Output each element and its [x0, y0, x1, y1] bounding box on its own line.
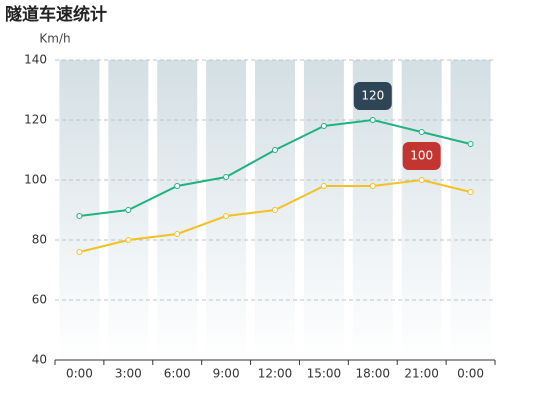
y-tick-label: 60	[32, 293, 47, 307]
data-point	[272, 207, 278, 213]
data-point	[223, 174, 230, 180]
y-tick-label: 140	[24, 53, 47, 67]
data-point	[320, 123, 327, 129]
data-point	[369, 117, 376, 123]
y-tick-label: 120	[24, 113, 47, 127]
x-tick-label: 21:00	[404, 367, 439, 381]
data-point	[467, 189, 474, 195]
y-axis-label: Km/h	[39, 32, 70, 46]
data-point	[418, 129, 425, 135]
data-point	[223, 213, 230, 219]
column-background	[206, 60, 247, 360]
data-point	[418, 177, 425, 183]
data-point	[174, 231, 181, 237]
mark-point-bubble	[402, 142, 441, 170]
data-point	[125, 237, 132, 243]
data-point	[467, 141, 474, 147]
y-tick-label: 40	[32, 353, 47, 367]
column-background	[157, 60, 198, 360]
x-tick-label: 12:00	[258, 367, 293, 381]
data-point	[369, 183, 376, 189]
x-tick-label: 0:00	[457, 367, 484, 381]
x-tick-label: 18:00	[355, 367, 390, 381]
chart-title: 隧道车速统计	[5, 4, 107, 25]
column-background	[59, 60, 100, 360]
y-tick-label: 80	[32, 233, 47, 247]
data-point	[320, 183, 327, 189]
column-background	[303, 60, 344, 360]
data-point	[125, 207, 132, 213]
x-tick-label: 6:00	[164, 367, 191, 381]
mark-point-bubble	[353, 82, 392, 110]
column-background	[401, 60, 442, 360]
data-point	[272, 147, 278, 153]
data-point	[76, 249, 83, 255]
data-point	[174, 183, 181, 189]
x-tick-label: 9:00	[213, 367, 240, 381]
mark-point-label: 120	[361, 89, 384, 103]
mark-point-label: 100	[410, 149, 433, 163]
x-tick-label: 3:00	[115, 367, 142, 381]
column-background	[450, 60, 491, 360]
x-tick-label: 15:00	[307, 367, 342, 381]
data-point	[76, 213, 83, 219]
y-tick-label: 100	[24, 173, 47, 187]
x-tick-label: 0:00	[66, 367, 93, 381]
